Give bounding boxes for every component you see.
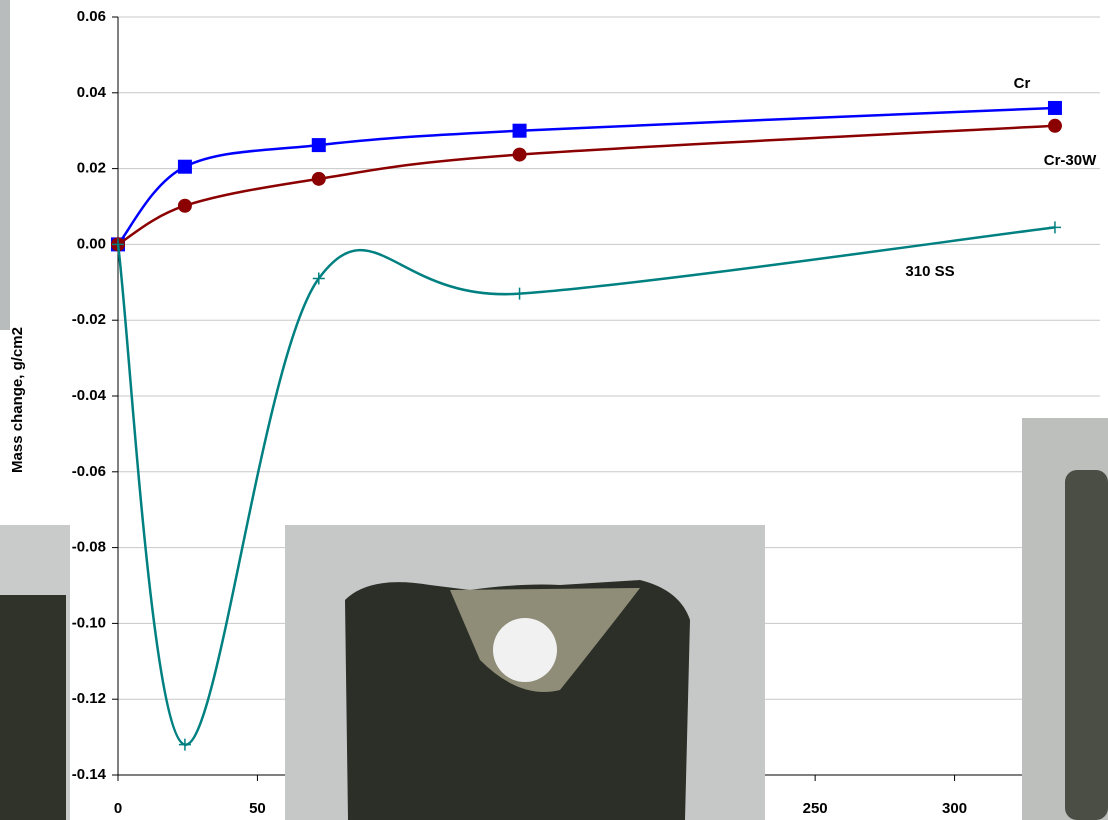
x-tick-label: 50: [249, 800, 266, 817]
chart: -0.14 -0.12 -0.10 -0.08 -0.06 -0.04 -0.02 0.00 0…: [0, 0, 1108, 820]
marker: [178, 199, 192, 213]
series-label: Cr: [1014, 75, 1031, 92]
x-tick-label: 300: [942, 800, 967, 817]
series-line: [118, 108, 1055, 244]
marker: [1048, 119, 1062, 133]
y-tick-label: 0.02: [77, 160, 106, 177]
y-tick-label: -0.08: [72, 539, 106, 556]
marker: [514, 288, 526, 300]
y-tick-label: -0.06: [72, 463, 106, 480]
series-line: [118, 126, 1055, 245]
sample-right: [1065, 470, 1108, 820]
y-axis-title: Mass change, g/cm2: [9, 327, 26, 473]
marker: [513, 148, 527, 162]
series-label: Cr-30W: [1044, 152, 1097, 169]
marker: [513, 124, 527, 138]
sample-hole: [493, 618, 557, 682]
marker: [1048, 101, 1062, 115]
photo-strip: [0, 0, 10, 330]
y-tick-label: 0.04: [77, 84, 107, 101]
y-tick-label: -0.10: [72, 614, 106, 631]
y-tick-label: 0.00: [77, 235, 106, 252]
y-tick-label: 0.06: [77, 8, 106, 25]
y-tick-label: -0.14: [72, 766, 107, 783]
y-tick-label: -0.12: [72, 690, 106, 707]
marker: [312, 138, 326, 152]
x-tick-label: 0: [114, 800, 122, 817]
marker: [1049, 221, 1061, 233]
series-label: 310 SS: [905, 263, 954, 280]
y-tick-label: -0.04: [72, 387, 107, 404]
sample-left: [0, 595, 66, 820]
x-tick-label: 250: [803, 800, 828, 817]
y-tick-label: -0.02: [72, 311, 106, 328]
marker: [178, 160, 192, 174]
marker: [312, 172, 326, 186]
